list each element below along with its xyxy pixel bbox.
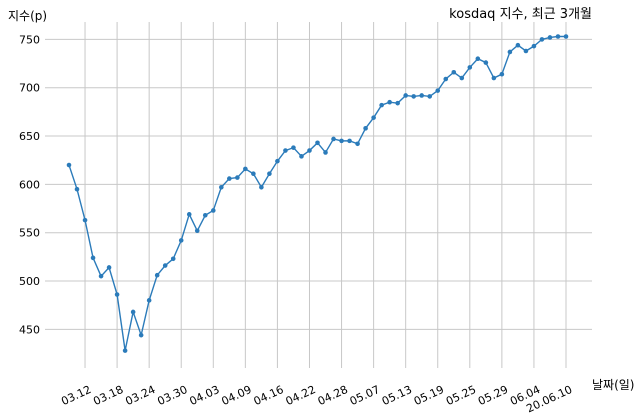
data-point <box>227 176 232 181</box>
y-tick-label: 450 <box>19 323 40 336</box>
x-tick-label: 03.30 <box>155 383 189 408</box>
point-layer <box>66 34 569 353</box>
data-point <box>315 140 320 146</box>
data-point <box>251 171 256 177</box>
data-point <box>395 100 400 106</box>
data-point <box>339 138 344 144</box>
data-point <box>259 184 264 190</box>
data-point <box>387 99 392 105</box>
x-tick-label: 04.03 <box>188 383 222 408</box>
x-tick-label: 05.25 <box>444 383 478 408</box>
data-point <box>219 184 224 190</box>
x-tick-label: 04.28 <box>316 383 350 408</box>
data-point <box>331 136 336 142</box>
data-point <box>299 154 304 159</box>
data-point <box>451 69 457 75</box>
data-point <box>130 309 136 315</box>
data-point <box>162 263 168 268</box>
data-point <box>371 115 376 120</box>
x-tick-label: 03.12 <box>59 383 93 408</box>
data-point <box>515 42 521 48</box>
grid-layer <box>45 22 592 368</box>
data-point <box>307 148 312 153</box>
data-point <box>523 48 529 54</box>
y-tick-label: 550 <box>19 227 40 240</box>
y-tick-label: 700 <box>19 82 40 95</box>
data-point <box>98 273 104 279</box>
x-tick-label: 03.24 <box>123 383 157 408</box>
data-point <box>435 88 441 93</box>
data-point <box>154 272 160 278</box>
data-point <box>475 56 481 62</box>
data-point <box>355 141 360 147</box>
data-point <box>267 171 272 177</box>
data-point <box>499 71 505 77</box>
data-point <box>146 298 152 303</box>
data-point <box>291 145 296 150</box>
data-point <box>210 208 216 213</box>
data-point <box>106 265 112 270</box>
data-point <box>90 255 96 261</box>
data-point <box>170 256 176 262</box>
data-point <box>178 238 184 243</box>
x-axis-label: 날짜(일) <box>592 378 634 392</box>
data-point <box>74 186 80 192</box>
data-point <box>283 148 288 153</box>
line-layer <box>68 35 566 351</box>
data-point <box>379 102 384 108</box>
x-tick-label: 03.18 <box>91 383 125 408</box>
data-point <box>555 34 561 39</box>
data-point <box>427 94 433 99</box>
data-point <box>194 228 200 234</box>
x-tick-label: 05.29 <box>476 383 510 408</box>
x-tick-label: 05.19 <box>412 383 446 408</box>
data-point <box>403 93 408 98</box>
data-point <box>507 49 513 55</box>
data-point <box>66 162 72 168</box>
x-tick-label: 05.07 <box>348 383 382 408</box>
data-point <box>547 35 553 40</box>
y-axis-label: 지수(p) <box>8 9 47 23</box>
data-point <box>491 75 497 81</box>
chart-title: kosdaq 지수, 최근 3개월 <box>449 7 592 22</box>
data-point <box>443 76 449 82</box>
x-tick-label: 05.13 <box>380 383 414 408</box>
tick-layer: 450 500 550 600 650 700 750 03.1203.1803.2403.3… <box>19 33 574 415</box>
data-point <box>235 175 240 180</box>
data-point <box>531 43 537 49</box>
series-line <box>68 35 566 351</box>
data-point <box>539 37 545 42</box>
x-tick-label: 04.22 <box>284 383 318 408</box>
data-point <box>114 292 120 297</box>
data-point <box>82 217 88 223</box>
y-tick-label: 500 <box>19 275 40 288</box>
data-point <box>186 212 192 217</box>
data-point <box>202 212 208 218</box>
data-point <box>275 158 280 164</box>
data-point <box>483 60 489 65</box>
data-point <box>467 65 473 70</box>
data-point <box>347 138 352 144</box>
data-point <box>563 34 569 39</box>
data-point <box>122 348 128 353</box>
data-point <box>138 332 144 338</box>
data-point <box>419 93 425 98</box>
y-tick-label: 600 <box>19 178 40 191</box>
x-tick-label: 04.16 <box>252 383 286 408</box>
x-tick-label: 04.09 <box>220 383 254 408</box>
data-point <box>243 166 248 172</box>
data-point <box>411 94 416 99</box>
y-tick-label: 750 <box>19 33 40 46</box>
y-tick-label: 650 <box>19 130 40 143</box>
data-point <box>323 150 328 155</box>
data-point <box>459 75 465 81</box>
data-point <box>363 126 368 131</box>
